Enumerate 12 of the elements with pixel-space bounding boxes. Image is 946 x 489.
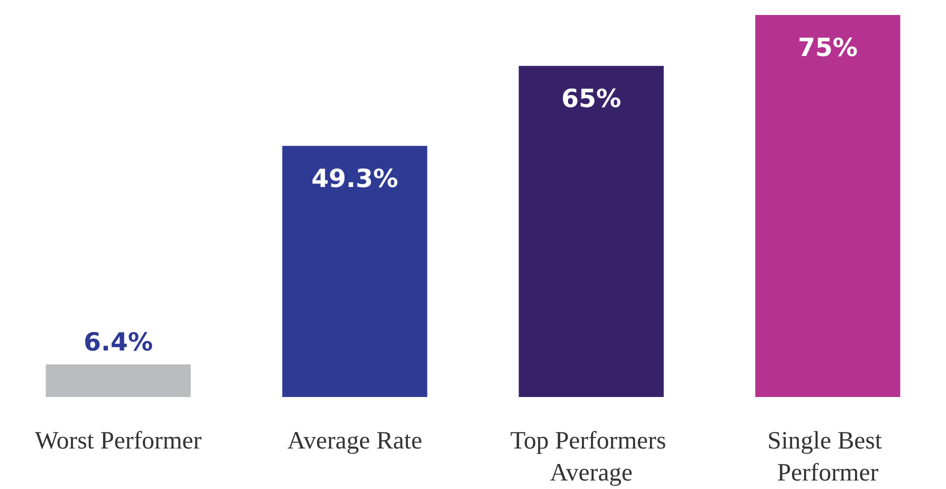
bar xyxy=(46,364,191,397)
x-tick-label: Worst Performer xyxy=(34,428,202,454)
bar xyxy=(755,15,900,397)
data-label: 65% xyxy=(561,84,622,113)
data-label: 75% xyxy=(798,33,858,62)
data-label: 6.4% xyxy=(84,327,153,356)
x-tick-label: Top Performers Average xyxy=(510,428,672,486)
x-tick-label: Average Rate xyxy=(287,428,422,454)
bar xyxy=(518,66,664,397)
x-tick-label: Single Best Performer xyxy=(767,428,888,486)
data-label: 49.3% xyxy=(311,164,398,193)
bar xyxy=(282,146,428,397)
